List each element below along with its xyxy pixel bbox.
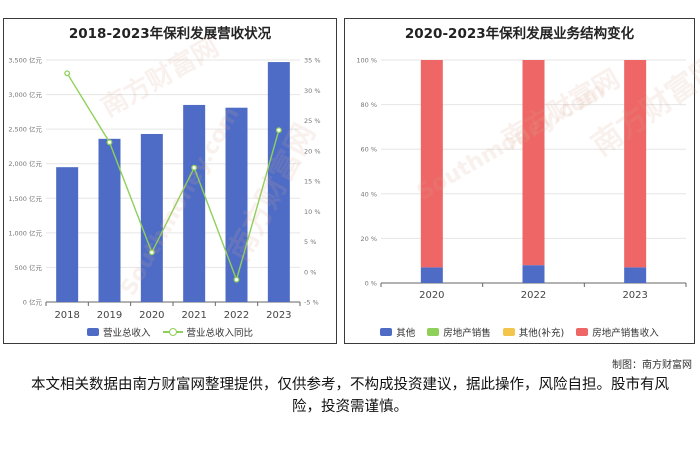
x-tick-label: 2023 xyxy=(266,310,291,321)
legend-swatch-other-supplement xyxy=(502,328,515,336)
revenue-bar xyxy=(267,62,290,303)
stacked-bar-segment-1 xyxy=(420,267,443,283)
yoy-line xyxy=(66,72,280,282)
y-right-tick-label: 5 % xyxy=(304,238,316,246)
legend-item-revenue[interactable]: 营业总收入 xyxy=(86,325,151,339)
y-left-tick-label: 3,000 亿元 xyxy=(8,90,42,99)
legend-item-realestate-sales[interactable]: 房地产销售 xyxy=(427,325,491,339)
revenue-chart-legend: 营业总收入 营业总收入同比 xyxy=(4,325,336,339)
structure-chart-title: 2020-2023年保利发展业务结构变化 xyxy=(404,26,635,42)
stacked-bar-segment-4 xyxy=(522,60,545,266)
stacked-bar-segment-4 xyxy=(624,60,647,268)
x-tick-label: 2018 xyxy=(54,310,79,321)
structure-chart-panel: 2020-2023年保利发展业务结构变化 0 % 20 % 40 % 60 % 80 %… xyxy=(344,18,700,344)
legend-swatch-realestate-revenue xyxy=(576,328,589,336)
y-tick-label: 80 % xyxy=(360,101,377,109)
x-tick-label: 2021 xyxy=(181,310,206,321)
x-tick-label: 2022 xyxy=(224,310,249,321)
yoy-point xyxy=(233,276,240,283)
legend-item-yoy[interactable]: 营业总收入同比 xyxy=(162,325,254,339)
stacked-bar-segment-4 xyxy=(420,60,443,268)
legend-swatch-revenue xyxy=(86,328,99,336)
yoy-point xyxy=(64,70,71,77)
revenue-bar xyxy=(225,107,248,302)
legend-swatch-yoy xyxy=(162,328,183,336)
revenue-chart-title: 2018-2023年保利发展营收状况 xyxy=(68,26,272,42)
y-left-tick-label: 1,000 亿元 xyxy=(8,228,42,237)
revenue-bar xyxy=(98,138,121,302)
legend-label-other-supplement: 其他(补充) xyxy=(518,328,565,339)
structure-chart: 0 % 20 % 40 % 60 % 80 % 100 % 2020 2022 2023 xyxy=(356,57,687,301)
x-tick-label: 2019 xyxy=(97,310,122,321)
legend-item-other[interactable]: 其他 xyxy=(380,325,415,339)
revenue-bar xyxy=(56,167,79,302)
y-right-tick-label: -5 % xyxy=(304,299,319,307)
x-tick-label: 2022 xyxy=(521,290,546,301)
y-left-tick-label: 500 亿元 xyxy=(15,263,43,272)
y-left-tick-label: 2,500 亿元 xyxy=(8,125,42,134)
y-left-tick-label: 3,500 亿元 xyxy=(8,56,42,65)
x-tick-label: 2020 xyxy=(419,290,444,301)
legend-swatch-other xyxy=(380,328,393,336)
y-right-tick-label: 0 % xyxy=(304,268,316,276)
yoy-point xyxy=(148,249,155,256)
y-right-tick-label: 25 % xyxy=(304,117,321,125)
y-right-tick-label: 20 % xyxy=(304,147,321,155)
stacked-bar-segment-1 xyxy=(522,265,545,283)
y-tick-label: 100 % xyxy=(356,57,377,65)
y-tick-label: 20 % xyxy=(360,235,377,243)
legend-label-revenue: 营业总收入 xyxy=(102,328,151,339)
revenue-chart-panel: 2018-2023年保利发展营收状况 0 亿元 500 亿元 1,000 亿元 1,5… xyxy=(3,18,337,344)
x-tick-label: 2020 xyxy=(139,310,164,321)
chart-credit: 制图：南方财富网 xyxy=(612,360,692,371)
legend-item-realestate-revenue[interactable]: 房地产销售收入 xyxy=(576,325,659,339)
legend-swatch-realestate-sales xyxy=(427,328,440,336)
legend-label-realestate-sales: 房地产销售 xyxy=(443,328,491,339)
y-left-tick-label: 2,000 亿元 xyxy=(8,159,42,168)
yoy-point xyxy=(275,127,282,134)
structure-chart-legend: 其他 房地产销售 其他(补充) 房地产销售收入 xyxy=(345,325,694,339)
revenue-bar xyxy=(140,133,163,302)
x-tick-label: 2023 xyxy=(622,290,647,301)
y-left-tick-label: 0 亿元 xyxy=(23,298,43,307)
y-tick-label: 60 % xyxy=(360,146,377,154)
y-right-tick-label: 15 % xyxy=(304,178,321,186)
legend-label-other: 其他 xyxy=(396,328,416,339)
disclaimer-text: 本文相关数据由南方财富网整理提供，仅供参考，不构成投资建议，据此操作，风险自担。… xyxy=(31,377,669,415)
y-right-tick-label: 35 % xyxy=(304,57,321,65)
legend-label-realestate-revenue: 房地产销售收入 xyxy=(592,328,659,339)
yoy-point xyxy=(191,164,198,171)
revenue-chart: 0 亿元 500 亿元 1,000 亿元 1,500 亿元 2,000 亿元 2,500 … xyxy=(8,56,321,322)
yoy-point xyxy=(106,139,113,146)
revenue-bar xyxy=(183,104,206,302)
legend-item-other-supplement[interactable]: 其他(补充) xyxy=(502,325,565,339)
stacked-bar-segment-1 xyxy=(624,267,647,283)
y-right-tick-label: 30 % xyxy=(304,87,321,95)
y-tick-label: 0 % xyxy=(365,280,377,288)
y-right-tick-label: 10 % xyxy=(304,208,321,216)
y-left-tick-label: 1,500 亿元 xyxy=(8,194,42,203)
y-tick-label: 40 % xyxy=(360,190,377,198)
legend-label-yoy: 营业总收入同比 xyxy=(186,328,254,339)
